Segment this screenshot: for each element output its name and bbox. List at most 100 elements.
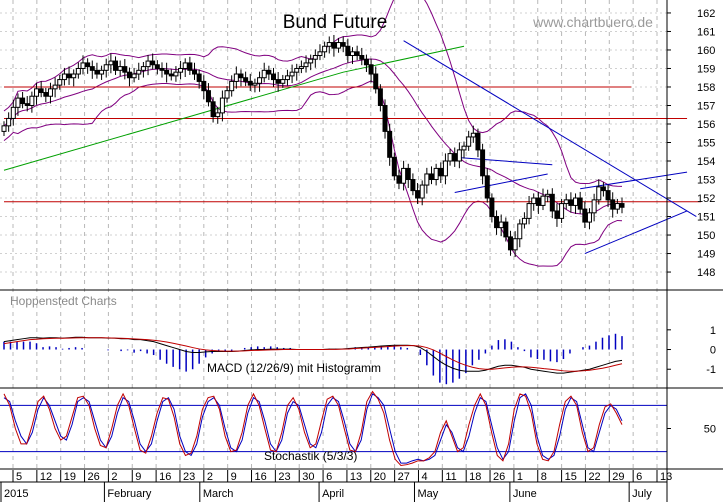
date-tick-label: 16 [159, 471, 171, 483]
date-tick-label: 18 [469, 471, 481, 483]
candle-body [294, 67, 300, 73]
candle-body [47, 88, 53, 97]
candle-body [517, 223, 523, 240]
candle-body [178, 67, 184, 73]
candle-body [480, 149, 486, 177]
candle-body [136, 69, 142, 75]
month-label: July [632, 488, 652, 500]
candle-body [573, 197, 579, 206]
candle-body [349, 51, 355, 57]
candle-body [428, 173, 434, 181]
date-tick-label: 12 [40, 471, 52, 483]
date-tick-label: 9 [231, 471, 237, 483]
candle-body [308, 58, 314, 64]
candle-body [224, 90, 230, 99]
date-tick-label: 22 [588, 471, 600, 483]
candle-body [461, 145, 467, 151]
candle-body [424, 173, 430, 186]
candle-body [94, 69, 100, 75]
candle-body [192, 69, 198, 75]
date-tick-label: 2 [207, 471, 213, 483]
date-tick-label: 4 [421, 471, 427, 483]
candle-body [71, 73, 77, 79]
candle-body [10, 106, 16, 119]
candle-body [345, 45, 351, 57]
candle-body [187, 62, 193, 71]
candle-body [438, 167, 444, 177]
date-tick-label: 15 [565, 471, 577, 483]
candle-body [159, 67, 165, 71]
candle-body [531, 197, 537, 205]
price-tick-label: 152 [697, 193, 715, 205]
price-tick-label: 160 [697, 45, 715, 57]
candle-body [494, 216, 500, 229]
date-tick-label: 6 [326, 471, 332, 483]
candle-body [377, 88, 383, 106]
candle-body [452, 153, 458, 162]
candle-body [568, 199, 574, 206]
candle-body [85, 62, 91, 68]
price-tick-label: 153 [697, 175, 715, 187]
watermark: Hoppenstedt Charts [10, 294, 117, 308]
trend-line [3, 45, 465, 171]
candle-body [442, 160, 448, 177]
candle-body [466, 136, 472, 147]
stochastic-panel [0, 390, 667, 466]
candle-body [1, 125, 7, 132]
date-tick-label: 23 [278, 471, 290, 483]
candle-body [280, 79, 286, 84]
candle-body [15, 97, 21, 108]
price-tick-label: 155 [697, 138, 715, 150]
candle-body [396, 175, 402, 184]
month-label: March [203, 488, 234, 500]
candle-body [238, 73, 244, 79]
candle-body [219, 97, 225, 114]
date-tick-label: 8 [541, 471, 547, 483]
candle-body [75, 67, 81, 75]
candle-body [164, 69, 170, 75]
candle-body [489, 197, 495, 218]
price-tick-label: 157 [697, 100, 715, 112]
candle-body [354, 51, 360, 57]
date-tick-label: 26 [493, 471, 505, 483]
candle-body [401, 167, 407, 184]
macd-tick-label: 1 [710, 325, 716, 337]
candle-body [117, 66, 123, 71]
candle-body [545, 193, 551, 197]
candle-body [559, 203, 565, 219]
candle-body [368, 64, 374, 75]
date-tick-label: 26 [88, 471, 100, 483]
candle-body [582, 208, 588, 223]
candle-body [331, 42, 337, 49]
candle-body [168, 73, 174, 77]
candle-body [419, 184, 425, 199]
candle-body [317, 51, 323, 57]
date-tick-label: 2 [111, 471, 117, 483]
candle-body [363, 58, 369, 66]
candle-body [284, 75, 290, 81]
candle-body [554, 210, 560, 219]
candle-body [229, 80, 235, 92]
macd-panel [3, 333, 623, 385]
date-tick-label: 30 [302, 471, 314, 483]
date-tick-label: 6 [636, 471, 642, 483]
candle-body [498, 221, 504, 229]
stochastic-line [3, 390, 623, 466]
price-tick-label: 149 [697, 249, 715, 261]
candle-body [512, 238, 518, 251]
candle-body [131, 73, 137, 79]
candle-body [275, 79, 281, 84]
price-tick-label: 154 [697, 156, 715, 168]
candle-body [373, 73, 379, 90]
candle-body [182, 62, 188, 69]
date-tick-label: 1 [517, 471, 523, 483]
candle-body [475, 132, 481, 151]
candle-body [173, 71, 179, 77]
stoch-tick-label: 50 [704, 424, 716, 436]
candle-body [322, 45, 328, 53]
price-tick-label: 162 [697, 8, 715, 20]
bollinger-lower-band [3, 80, 623, 267]
candle-body [521, 217, 527, 225]
candle-body [196, 73, 202, 82]
